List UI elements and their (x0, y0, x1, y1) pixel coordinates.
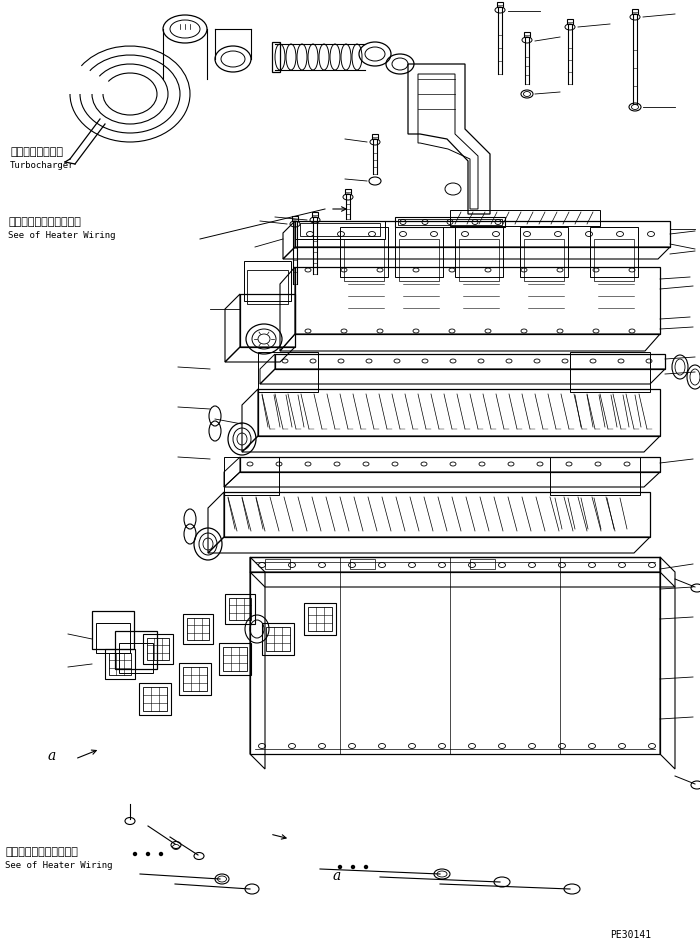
Bar (258, 353, 318, 393)
Bar (340, 228, 388, 278)
Bar (632, 10, 638, 15)
Bar (312, 212, 318, 218)
Bar (470, 560, 495, 569)
Bar (570, 353, 650, 393)
Bar (344, 240, 384, 281)
Circle shape (365, 866, 368, 868)
Bar (247, 271, 288, 305)
Circle shape (134, 852, 136, 855)
Bar (399, 240, 439, 281)
Bar (224, 458, 279, 496)
Bar (244, 261, 291, 302)
Bar (265, 560, 290, 569)
Bar (92, 612, 134, 649)
Bar (372, 135, 378, 140)
Bar (115, 632, 157, 669)
Bar (524, 240, 564, 281)
Bar (300, 224, 380, 237)
Text: a: a (48, 749, 56, 762)
Circle shape (351, 866, 354, 868)
Bar (590, 228, 638, 278)
Bar (450, 211, 600, 227)
Bar (292, 217, 298, 222)
Text: See of Heater Wiring: See of Heater Wiring (8, 230, 116, 240)
Bar (459, 240, 499, 281)
Text: PE30141: PE30141 (610, 929, 651, 939)
Text: ヒータワイヤリング参照: ヒータワイヤリング参照 (8, 217, 81, 227)
Bar (520, 228, 568, 278)
Bar (594, 240, 634, 281)
Bar (550, 458, 640, 496)
Bar (455, 228, 503, 278)
Text: Turbocharger: Turbocharger (10, 160, 74, 170)
Text: ターボチャージャ: ターボチャージャ (10, 147, 63, 157)
Circle shape (146, 852, 150, 855)
Text: a: a (333, 868, 342, 882)
Bar (350, 560, 375, 569)
Circle shape (160, 852, 162, 855)
Bar (96, 623, 130, 653)
Bar (119, 643, 153, 673)
Bar (272, 43, 280, 73)
Bar (295, 222, 385, 240)
Circle shape (339, 866, 342, 868)
Text: See of Heater Wiring: See of Heater Wiring (5, 860, 113, 869)
Bar (395, 228, 443, 278)
Bar (524, 33, 530, 38)
Bar (345, 190, 351, 194)
Bar (497, 3, 503, 8)
Bar (567, 20, 573, 25)
Text: ヒータワイヤリング参照: ヒータワイヤリング参照 (5, 846, 78, 856)
